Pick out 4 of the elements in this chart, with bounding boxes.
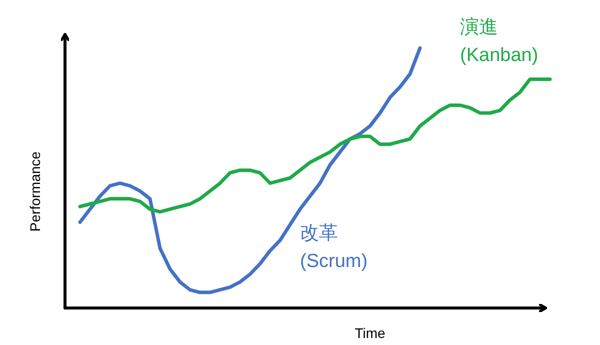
series-label: 演進 (Kanban) [460,16,538,66]
x-axis-title: Time [354,325,386,341]
series-label: 改革 (Scrum) [300,223,368,272]
y-axis-title: Performance [27,151,43,232]
